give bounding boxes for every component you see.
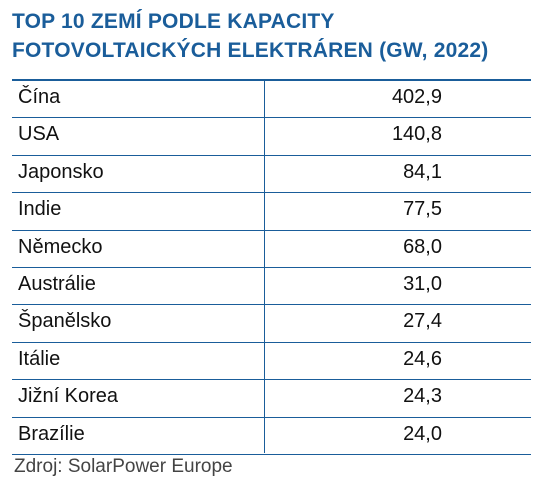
value-cell: 140,8: [391, 123, 442, 146]
row-separator: [12, 267, 531, 268]
country-cell: Jižní Korea: [18, 385, 119, 408]
country-cell: Čína: [18, 86, 61, 108]
value-cell: 84,1: [403, 160, 442, 183]
table-row: Japonsko 84,1: [12, 156, 531, 193]
country-cell: USA: [18, 123, 60, 146]
country-cell: Německo: [18, 235, 103, 258]
row-separator: [12, 229, 531, 231]
table-row: Itálie 24,6: [12, 343, 531, 380]
value-cell: 402,9: [391, 86, 442, 108]
country-cell: Austrálie: [18, 273, 96, 295]
source-note: Zdroj: SolarPower Europe: [14, 456, 233, 477]
country-cell: Japonsko: [18, 160, 104, 183]
value-cell: 68,0: [403, 235, 442, 258]
country-cell: Brazílie: [18, 422, 85, 445]
table-row: Austrálie 31,0: [12, 268, 531, 305]
row-separator: [12, 117, 531, 119]
value-cell: 31,0: [403, 273, 442, 295]
value-cell: 24,3: [403, 385, 442, 408]
value-cell: 27,4: [403, 310, 442, 333]
table-row: Jižní Korea 24,3: [12, 380, 531, 417]
table-row: USA 140,8: [12, 118, 531, 155]
table-top-rule: [12, 79, 531, 81]
row-separator: [12, 341, 531, 343]
value-cell: 77,5: [403, 198, 442, 221]
table-row: Španělsko 27,4: [12, 305, 531, 342]
table-row: Německo 68,0: [12, 231, 531, 268]
row-separator: [12, 192, 531, 194]
table-row: Brazílie 24,0: [12, 418, 531, 455]
row-separator: [12, 454, 531, 455]
value-cell: 24,6: [403, 347, 442, 370]
chart-title-line-1: TOP 10 ZEMÍ PODLE KAPACITY: [12, 10, 335, 33]
row-separator: [12, 154, 531, 156]
country-cell: Indie: [18, 198, 62, 221]
table-row: Indie 77,5: [12, 193, 531, 230]
row-separator: [12, 379, 531, 381]
row-separator: [12, 304, 531, 306]
row-separator: [12, 416, 531, 418]
table-column-divider: [264, 79, 265, 453]
country-cell: Itálie: [18, 347, 61, 370]
chart-title: TOP 10 ZEMÍ PODLE KAPACITY FOTOVOLTAICKÝ…: [12, 7, 532, 65]
data-table: Čína 402,9 USA 140,8 Japonsko 84,1 Indie 77,5 Ně…: [12, 79, 531, 455]
value-cell: 24,0: [403, 422, 442, 445]
country-cell: Španělsko: [18, 310, 112, 333]
chart-title-line-2: FOTOVOLTAICKÝCH ELEKTRÁREN (GW, 2022): [12, 39, 489, 62]
table-row: Čína 402,9: [12, 81, 531, 118]
